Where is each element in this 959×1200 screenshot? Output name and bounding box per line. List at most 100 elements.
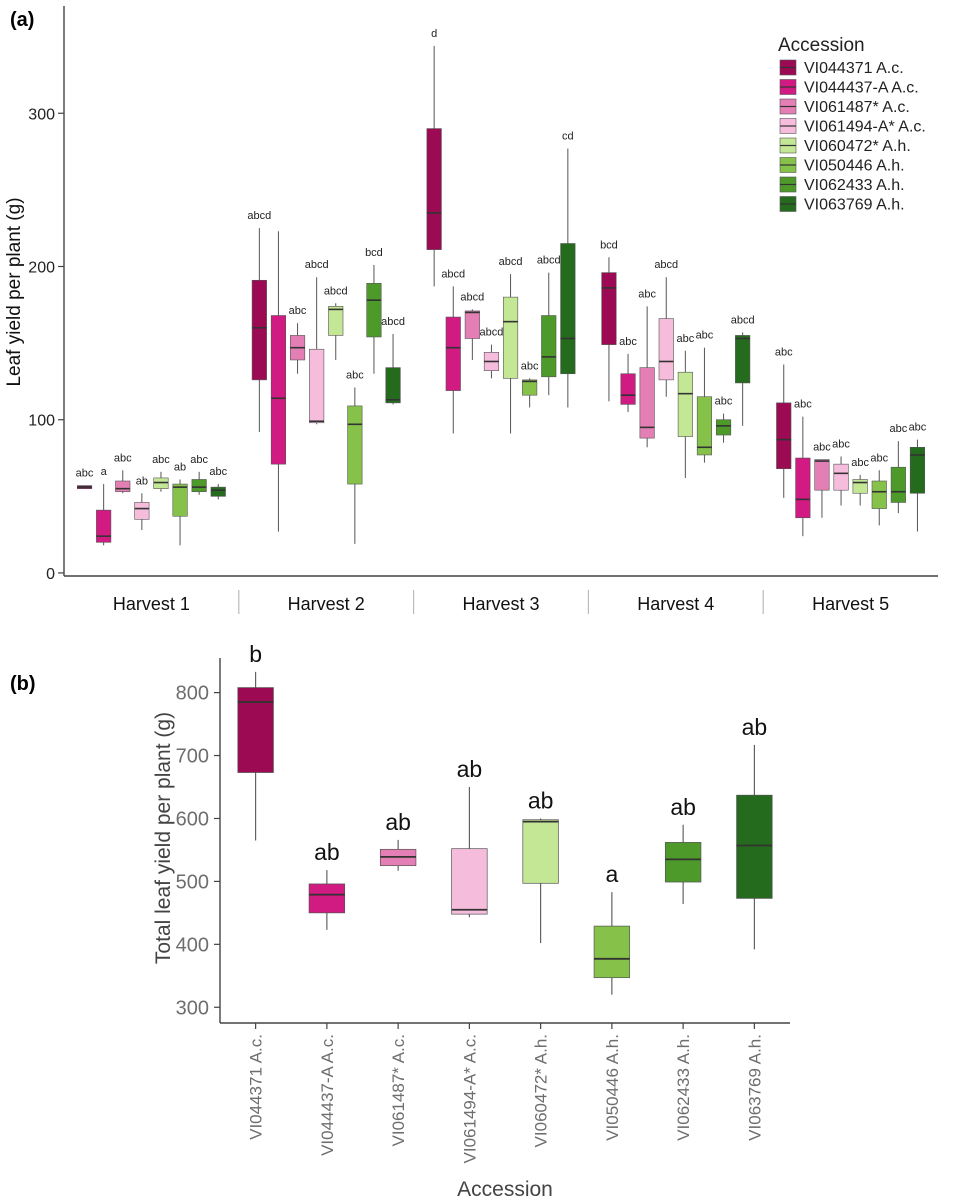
legend-title: Accession — [778, 35, 865, 56]
box — [309, 348, 325, 424]
significance-label: ab — [670, 794, 696, 820]
x-tick-label: VI062433 A.h. — [674, 1034, 693, 1141]
significance-label: abc — [638, 288, 656, 300]
box — [134, 502, 150, 520]
box — [658, 318, 674, 381]
box — [96, 509, 112, 543]
legend-key — [779, 118, 797, 134]
y-tick-label: 0 — [46, 566, 55, 583]
y-tick-label: 800 — [176, 683, 209, 705]
box — [696, 396, 713, 456]
box — [251, 279, 267, 381]
significance-label: d — [431, 28, 437, 40]
y-tick-label: 700 — [176, 746, 209, 768]
box — [541, 315, 557, 378]
significance-label: abcd — [731, 314, 755, 326]
box — [735, 335, 751, 384]
box — [909, 446, 926, 494]
box — [172, 483, 188, 517]
box — [237, 687, 274, 773]
significance-label: abcd — [441, 268, 465, 280]
box — [522, 379, 538, 396]
y-tick-label: 600 — [176, 808, 209, 830]
box — [871, 480, 887, 509]
significance-label: abc — [889, 423, 907, 435]
harvest-label: Harvest 1 — [113, 594, 190, 614]
significance-label: abc — [152, 454, 170, 466]
legend-key — [779, 157, 797, 173]
significance-label: abcd — [305, 259, 329, 271]
legend-entry: VI050446 A.h. — [804, 158, 905, 175]
significance-label: abc — [190, 454, 208, 466]
significance-label: abc — [289, 305, 307, 317]
significance-label: abc — [114, 452, 132, 464]
significance-label: abc — [76, 468, 94, 480]
legend-entry: VI062433 A.h. — [804, 177, 905, 194]
significance-label: abc — [870, 452, 888, 464]
significance-label: abc — [775, 347, 793, 359]
significance-label: abcd — [537, 255, 561, 267]
significance-label: ab — [528, 787, 554, 813]
y-tick-label: 200 — [28, 259, 55, 276]
box — [451, 848, 488, 915]
significance-label: bcd — [600, 239, 618, 251]
significance-label: abcd — [654, 259, 678, 271]
x-tick-label: VI060472* A.h. — [532, 1034, 551, 1147]
legend: Accession VI044371 A.c. VI044437-A A.c. VI… — [778, 35, 926, 214]
panel-a-chart: (a) Leaf yield per plant (g) 0100200300 … — [4, 6, 938, 614]
significance-label: abcd — [480, 327, 504, 339]
legend-entry: VI063769 A.h. — [804, 197, 905, 214]
significance-label: ab — [742, 714, 768, 740]
harvest-label: Harvest 5 — [812, 594, 889, 614]
x-tick-label: VI044437-A A.c. — [318, 1034, 337, 1156]
legend-key — [779, 98, 797, 115]
box — [639, 367, 655, 439]
y-tick-label: 300 — [28, 106, 55, 123]
box — [328, 306, 344, 336]
y-tick-label: 500 — [176, 871, 209, 893]
significance-label: abc — [715, 396, 733, 408]
panel-a-label: (a) — [10, 9, 34, 31]
y-tick-label: 100 — [28, 413, 55, 430]
significance-label: a — [101, 466, 108, 478]
legend-key — [779, 59, 797, 76]
legend-entry: VI061487* A.c. — [804, 99, 910, 116]
box — [445, 316, 461, 391]
box — [385, 367, 401, 404]
box — [502, 296, 519, 379]
significance-label: abc — [794, 399, 812, 411]
significance-label: abc — [521, 360, 539, 372]
box — [210, 486, 226, 497]
significance-label: ab — [174, 461, 186, 473]
significance-label: abcd — [247, 210, 271, 222]
panel-a-y-ticks: 0 100 200 300 — [28, 106, 64, 583]
harvest-label: Harvest 2 — [288, 594, 365, 614]
significance-label: ab — [136, 475, 148, 487]
panel-b-y-ticks: 300 400 500 600 700 800 — [176, 683, 220, 1019]
significance-label: ab — [385, 809, 411, 835]
significance-label: abc — [909, 422, 927, 434]
legend-key — [779, 79, 797, 95]
panel-b-chart: (b) Total leaf yield per plant (g) Acces… — [10, 641, 790, 1200]
x-tick-label: VI063769 A.h. — [745, 1034, 764, 1141]
box — [814, 459, 830, 491]
box — [736, 794, 773, 899]
box — [308, 883, 346, 914]
significance-label: abc — [209, 466, 227, 478]
significance-label: abcd — [324, 285, 348, 297]
box — [664, 842, 702, 883]
significance-label: abcd — [460, 291, 484, 303]
box — [620, 373, 636, 405]
x-tick-label: VI061494-A* A.c. — [460, 1034, 479, 1163]
panel-b-label: (b) — [10, 673, 36, 695]
significance-label: abc — [346, 370, 364, 382]
legend-key — [779, 196, 797, 212]
y-tick-label: 400 — [176, 934, 209, 956]
panel-b-boxes: b VI044371 A.c. ab VI044437-A A.c. ab VI06148… — [237, 641, 773, 1163]
panel-b-x-axis-title: Accession — [457, 1178, 553, 1200]
significance-label: b — [249, 641, 262, 667]
x-tick-label: VI061487* A.c. — [389, 1034, 408, 1146]
y-tick-label: 300 — [176, 997, 209, 1019]
